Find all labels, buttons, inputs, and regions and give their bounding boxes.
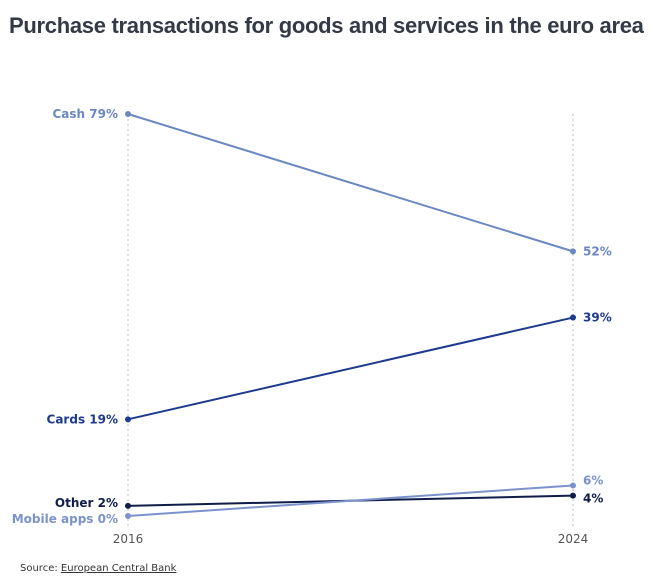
start-label-mobile-apps: Mobile apps 0%	[12, 512, 118, 526]
source-prefix: Source:	[20, 563, 61, 574]
end-label-mobile-apps: 6%	[583, 473, 603, 487]
data-point-other-2016	[125, 502, 131, 509]
data-point-mobile-apps-2016	[125, 513, 131, 519]
x-tick-label: 2016	[113, 532, 144, 546]
source-link[interactable]: European Central Bank	[60, 563, 177, 574]
data-point-mobile-apps-2024	[570, 482, 576, 489]
data-point-other-2024	[570, 492, 576, 499]
data-point-cards-2024	[570, 314, 576, 321]
source-note: Source: European Central Bank	[20, 563, 176, 574]
series-line-cards	[127, 316, 574, 421]
x-tick-label: 2024	[558, 532, 589, 546]
end-label-other: 4%	[583, 492, 603, 506]
end-label-cards: 39%	[583, 311, 612, 325]
start-label-cash: Cash 79%	[53, 107, 119, 121]
chart-title: Purchase transactions for goods and serv…	[9, 13, 644, 38]
data-point-cards-2016	[125, 416, 131, 423]
start-label-other: Other 2%	[55, 496, 118, 510]
end-label-cash: 52%	[583, 244, 612, 258]
series-line-mobile-apps	[127, 484, 574, 517]
series-line-cash	[127, 113, 574, 253]
data-point-cash-2024	[570, 248, 576, 255]
data-point-cash-2016	[125, 111, 131, 117]
start-label-cards: Cards 19%	[47, 412, 118, 426]
